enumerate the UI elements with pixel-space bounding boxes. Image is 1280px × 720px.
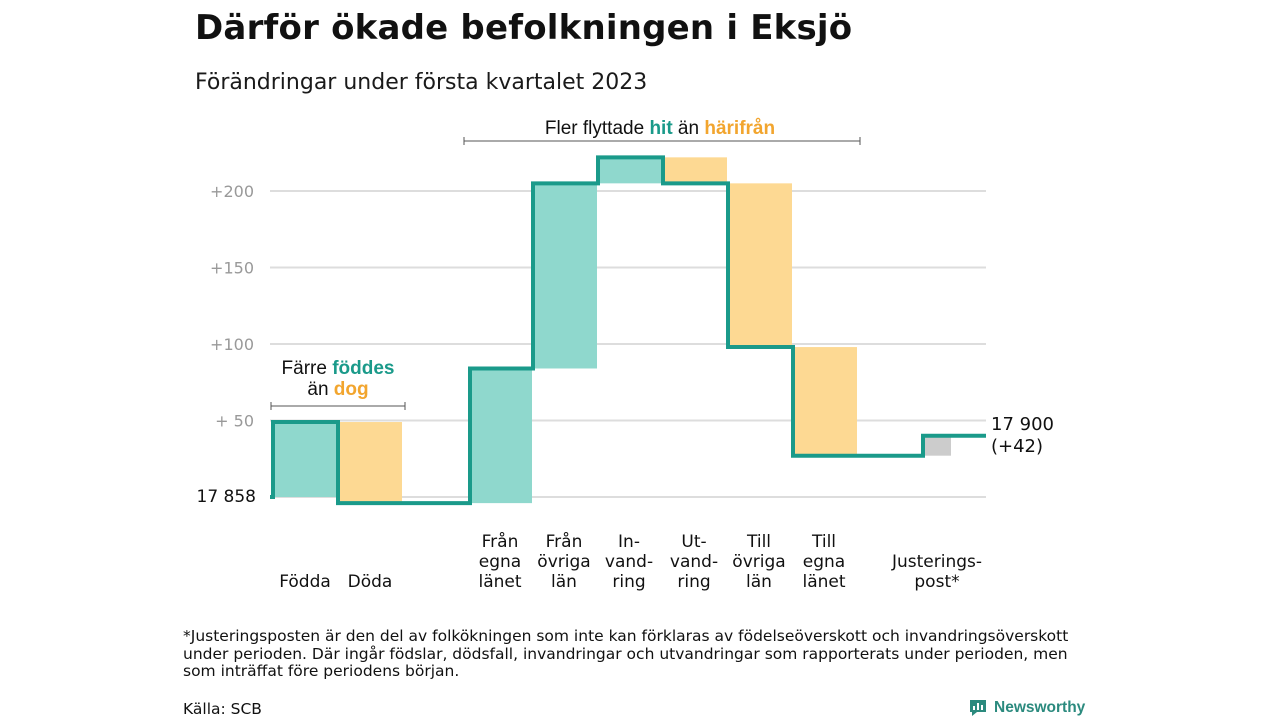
x-category-label: egna [803,552,845,572]
x-category-label: län [551,572,577,592]
newsworthy-logo[interactable]: Newsworthy [968,697,1085,719]
x-category-label: Födda [279,572,331,592]
x-category-label: Till [811,532,836,552]
chart-title: Därför ökade befolkningen i Eksjö [195,8,853,48]
waterfall-chart: + 50 +100 +150 +200 Fler flyttade hit än hä… [197,118,1054,592]
end-value-label: 17 900 [991,414,1054,435]
x-category-label: vand- [670,552,718,572]
brand-name: Newsworthy [994,699,1086,716]
x-category-label: In- [618,532,640,552]
bar-döda [338,422,402,504]
y-tick-label: +100 [210,335,254,354]
left-bracket-text-b: än [307,379,333,400]
top-bracket-label: Fler flyttade hit än härifrån [545,118,775,139]
left-bracket-text-foddes: föddes [332,358,394,379]
x-category-label: Döda [348,572,393,592]
x-category-label: övriga [537,552,590,572]
x-category-label: länet [802,572,845,592]
left-bracket-text-dog: dog [334,379,369,400]
top-bracket-text-hit: hit [649,118,673,139]
chart-subtitle: Förändringar under första kvartalet 2023 [195,70,648,95]
bar-frånegnalänet [470,368,532,504]
x-category-label: Ut- [681,532,706,552]
x-category-label: Från [482,531,519,552]
x-category-label: Från [546,531,583,552]
y-tick-label: + 50 [215,412,254,431]
bar-födda [273,422,337,497]
x-category-label: ring [612,572,645,592]
x-category-label: Justerings- [891,552,982,572]
x-category-label: länet [478,572,521,592]
newsworthy-logo-icon [970,700,986,716]
cumulative-step-line [270,155,986,506]
bar-tillegnalänet [793,347,857,456]
footnote: *Justeringsposten är den del av folkökni… [183,627,1069,680]
top-bracket-text-b: än [673,118,705,139]
bar-utvandring [663,157,727,184]
source-label: Källa: SCB [183,700,262,718]
x-category-label: Till [746,532,771,552]
x-category-label: övriga [732,552,785,572]
y-tick-label: +150 [210,259,254,278]
x-category-label: län [746,572,772,592]
left-bracket-label-line1: Färre föddes [282,358,395,379]
top-bracket-text-harifran: härifrån [704,118,775,139]
end-change-label: (+42) [991,436,1043,457]
start-value-label: 17 858 [197,487,256,507]
x-category-label: egna [479,552,521,572]
bar-tillövrigalän [728,183,792,348]
bar-invandring [598,157,662,184]
top-bracket-text-a: Fler flyttade [545,118,650,139]
x-category-label: vand- [605,552,653,572]
y-tick-label: +200 [210,182,254,201]
x-category-label: ring [677,572,710,592]
bar-justeringspost [923,435,951,456]
left-bracket-label-line2: än dog [307,379,368,400]
x-category-label: post* [914,572,959,592]
bar-frånövrigalän [533,183,597,369]
left-bracket-text-a: Färre [282,358,333,379]
